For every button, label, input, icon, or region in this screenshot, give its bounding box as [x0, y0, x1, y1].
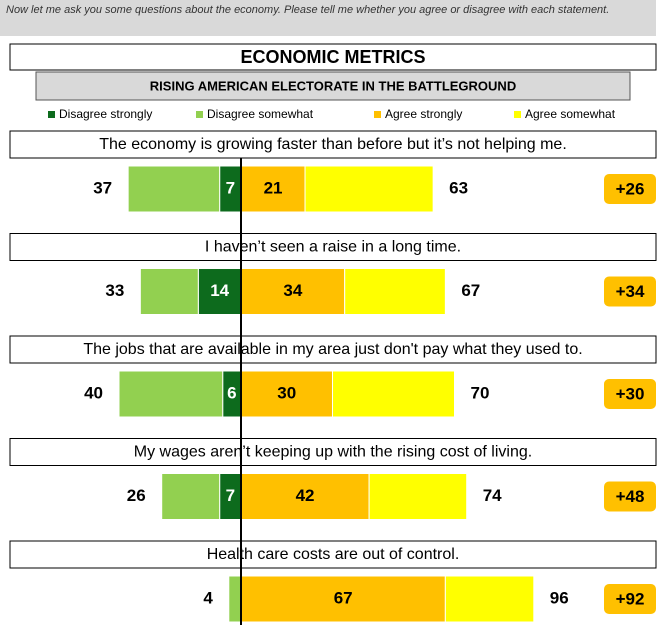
disagree-total: 33 — [105, 281, 124, 300]
statement-box — [9, 335, 657, 364]
segment-label: 34 — [283, 281, 302, 300]
bar-segment — [240, 473, 370, 520]
statement-box — [9, 438, 657, 466]
segment-label: 6 — [227, 383, 236, 402]
bar-segment — [332, 370, 455, 418]
statement: The economy is growing faster than befor… — [99, 136, 567, 153]
net-box — [604, 584, 656, 614]
bar-segment — [444, 575, 535, 623]
segment-label: 42 — [296, 486, 315, 505]
net-label: +92 — [616, 589, 645, 608]
statement: My wages aren’t keeping up with the risi… — [134, 444, 532, 461]
legend-label: Agree somewhat — [525, 107, 616, 121]
statement-box — [9, 540, 657, 569]
net-label: +34 — [616, 282, 645, 301]
legend-swatch — [374, 111, 381, 118]
chart-title: ECONOMIC METRICS — [240, 47, 425, 67]
net-box — [604, 174, 656, 204]
segment-label: 7 — [226, 178, 235, 197]
legend-swatch — [196, 111, 203, 118]
bar-segment — [240, 165, 306, 213]
disagree-total: 26 — [127, 486, 146, 505]
bar-segment — [161, 473, 221, 520]
legend-swatch — [48, 111, 55, 118]
net-box — [604, 481, 656, 512]
question: Now let me ask you some questions about … — [0, 0, 656, 36]
bar-segment — [304, 165, 434, 213]
statement: I haven’t seen a raise in a long time. — [205, 239, 461, 256]
agree-total: 74 — [483, 486, 502, 505]
agree-total: 70 — [471, 383, 490, 402]
bar-segment — [240, 370, 333, 418]
segment-label: 67 — [334, 588, 353, 607]
chart-subtitle: RISING AMERICAN ELECTORATE IN THE BATTLE… — [150, 78, 516, 93]
bar-segment — [197, 268, 242, 315]
net-box — [604, 276, 656, 307]
agree-total: 63 — [449, 178, 468, 197]
legend-swatch — [514, 111, 521, 118]
net-label: +30 — [616, 384, 645, 403]
bar-segment — [127, 165, 221, 213]
bar-segment — [368, 473, 468, 520]
segment-label: 21 — [264, 178, 283, 197]
segment-label: 14 — [210, 281, 229, 300]
legend-label: Agree strongly — [385, 107, 462, 121]
legend-label: Disagree somewhat — [207, 107, 314, 121]
net-box — [604, 379, 656, 409]
segment-label: 30 — [277, 383, 296, 402]
agree-total: 96 — [550, 588, 569, 607]
disagree-total: 4 — [203, 588, 213, 607]
statement: Health care costs are out of control. — [207, 546, 460, 563]
disagree-total: 37 — [93, 178, 112, 197]
subtitle-box — [35, 71, 631, 101]
legend-label: Disagree strongly — [59, 107, 152, 121]
bar-segment — [139, 268, 199, 315]
statement-box — [9, 233, 657, 261]
title-box — [9, 43, 657, 71]
segment-label: 7 — [226, 486, 235, 505]
bar-segment — [344, 268, 446, 315]
bar-segment — [118, 370, 224, 418]
bar-segment — [228, 575, 242, 623]
statement: The jobs that are available in my area j… — [83, 341, 582, 358]
statement-box — [9, 130, 657, 159]
disagree-total: 40 — [84, 383, 103, 402]
net-label: +48 — [616, 487, 645, 506]
agree-total: 67 — [461, 281, 480, 300]
net-label: +26 — [616, 179, 645, 198]
bar-segment — [240, 575, 446, 623]
